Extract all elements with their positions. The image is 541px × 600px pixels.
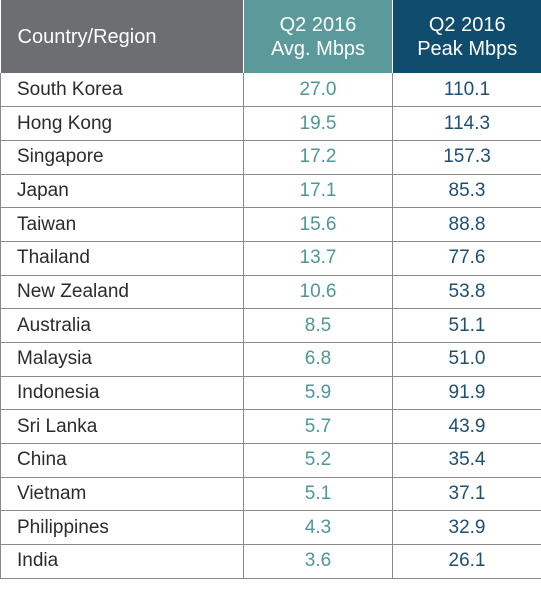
table-row: China 5.2 35.4	[0, 443, 541, 478]
table-row: Thailand 13.7 77.6	[0, 240, 541, 276]
table-row: Australia 8.5 51.1	[0, 308, 541, 343]
cell-country: China	[0, 443, 244, 478]
cell-country: New Zealand	[0, 274, 244, 310]
cell-peak-mbps: 43.9	[392, 409, 541, 445]
table-row: Philippines 4.3 32.9	[0, 510, 541, 546]
cell-avg-mbps: 27.0	[243, 73, 393, 108]
cell-country: Vietnam	[0, 476, 244, 512]
cell-country: Philippines	[0, 510, 244, 546]
cell-peak-mbps: 26.1	[392, 544, 541, 579]
cell-peak-mbps: 114.3	[392, 106, 541, 141]
cell-peak-mbps: 53.8	[392, 274, 541, 310]
table-row: Indonesia 5.9 91.9	[0, 375, 541, 411]
cell-country: Malaysia	[0, 342, 244, 377]
cell-peak-mbps: 77.6	[392, 240, 541, 276]
cell-country: Taiwan	[0, 207, 244, 242]
table-row: Malaysia 6.8 51.0	[0, 342, 541, 377]
cell-avg-mbps: 5.1	[243, 476, 393, 512]
cell-peak-mbps: 110.1	[392, 73, 541, 108]
cell-country: India	[0, 544, 244, 579]
cell-peak-mbps: 91.9	[392, 375, 541, 411]
column-header-avg-line-1: Q2 2016	[279, 13, 357, 36]
cell-avg-mbps: 5.9	[243, 375, 393, 411]
table-row: Sri Lanka 5.7 43.9	[0, 409, 541, 445]
column-header-country-line-1: Country/Region	[17, 25, 157, 48]
cell-peak-mbps: 88.8	[392, 207, 541, 242]
cell-country: Indonesia	[0, 375, 244, 411]
cell-avg-mbps: 5.2	[243, 443, 393, 478]
cell-country: Hong Kong	[0, 106, 244, 141]
cell-avg-mbps: 15.6	[243, 207, 393, 242]
cell-avg-mbps: 17.2	[243, 139, 393, 175]
cell-peak-mbps: 157.3	[392, 139, 541, 175]
cell-avg-mbps: 3.6	[243, 544, 393, 579]
cell-country: Thailand	[0, 240, 244, 276]
cell-peak-mbps: 32.9	[392, 510, 541, 546]
cell-peak-mbps: 35.4	[392, 443, 541, 478]
table-row: India 3.6 26.1	[0, 544, 541, 579]
table-body: South Korea 27.0 110.1 Hong Kong 19.5 114.3 Si…	[0, 73, 541, 579]
cell-avg-mbps: 8.5	[243, 308, 393, 343]
cell-peak-mbps: 51.0	[392, 342, 541, 377]
connectivity-table: Country/Region Q2 2016 Avg. Mbps Q2 2016…	[0, 0, 541, 579]
cell-avg-mbps: 17.1	[243, 173, 393, 209]
cell-avg-mbps: 4.3	[243, 510, 393, 546]
cell-avg-mbps: 5.7	[243, 409, 393, 445]
cell-avg-mbps: 6.8	[243, 342, 393, 377]
cell-country: Singapore	[0, 139, 244, 175]
table-row: Vietnam 5.1 37.1	[0, 476, 541, 512]
cell-avg-mbps: 10.6	[243, 274, 393, 310]
header-row: Country/Region Q2 2016 Avg. Mbps Q2 2016…	[0, 0, 541, 73]
table-header: Country/Region Q2 2016 Avg. Mbps Q2 2016…	[0, 0, 541, 73]
column-header-avg-mbps: Q2 2016 Avg. Mbps	[243, 0, 393, 73]
cell-country: South Korea	[0, 73, 244, 108]
cell-peak-mbps: 51.1	[392, 308, 541, 343]
column-header-avg-line-2: Avg. Mbps	[270, 37, 366, 60]
cell-avg-mbps: 13.7	[243, 240, 393, 276]
table-row: Japan 17.1 85.3	[0, 173, 541, 209]
column-header-peak-line-1: Q2 2016	[428, 13, 506, 36]
column-header-peak-line-2: Peak Mbps	[417, 37, 518, 60]
table-row: Taiwan 15.6 88.8	[0, 207, 541, 242]
column-header-country: Country/Region	[0, 0, 244, 73]
cell-country: Sri Lanka	[0, 409, 244, 445]
table-row: Singapore 17.2 157.3	[0, 139, 541, 175]
cell-peak-mbps: 37.1	[392, 476, 541, 512]
column-header-peak-mbps: Q2 2016 Peak Mbps	[392, 0, 541, 73]
table-row: New Zealand 10.6 53.8	[0, 274, 541, 310]
table-row: Hong Kong 19.5 114.3	[0, 106, 541, 141]
cell-peak-mbps: 85.3	[392, 173, 541, 209]
cell-avg-mbps: 19.5	[243, 106, 393, 141]
cell-country: Japan	[0, 173, 244, 209]
cell-country: Australia	[0, 308, 244, 343]
table-row: South Korea 27.0 110.1	[0, 73, 541, 108]
